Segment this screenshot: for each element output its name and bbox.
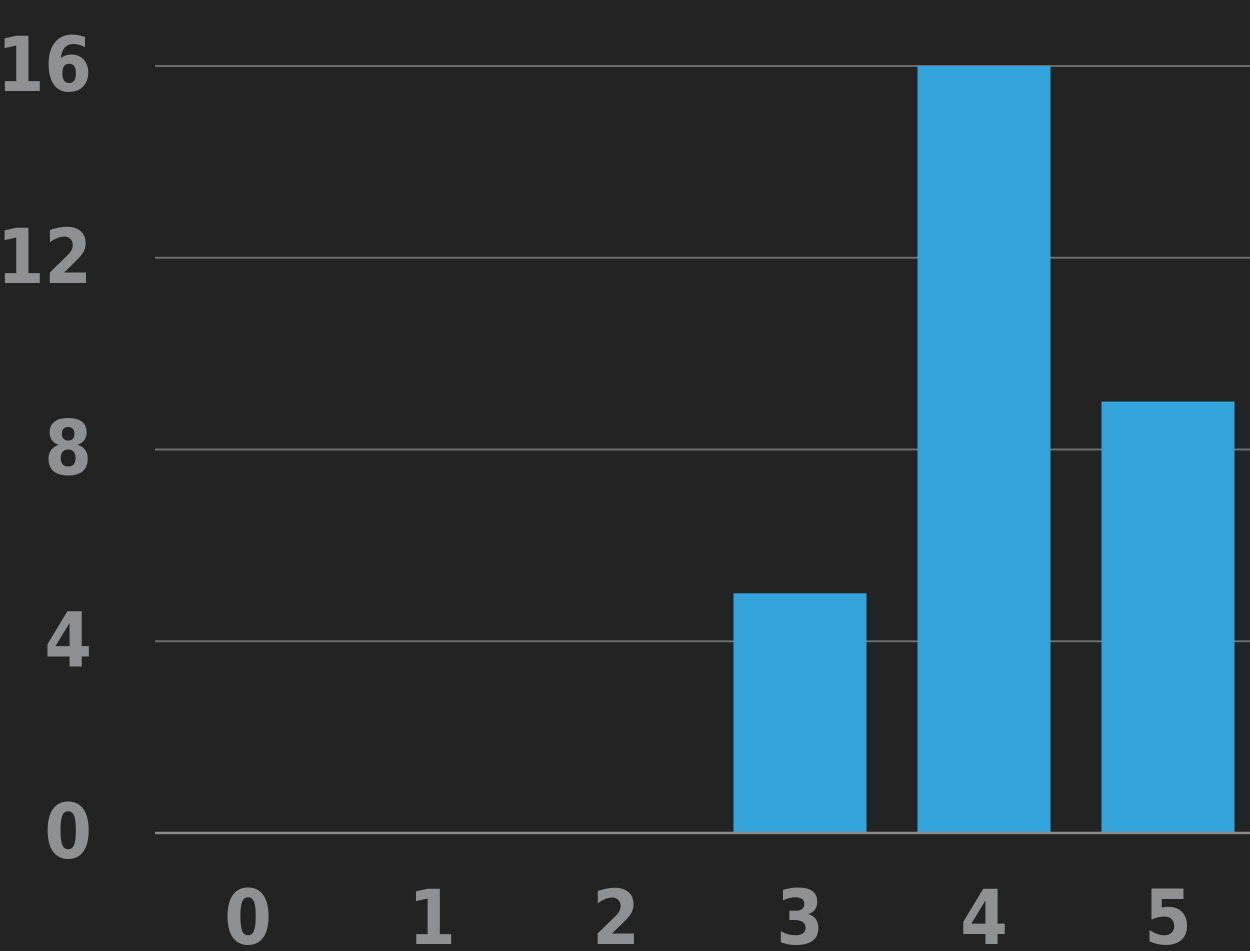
- x-tick-label: 2: [592, 873, 640, 951]
- y-tick-label: 8: [44, 404, 92, 493]
- gridlines: [155, 65, 1250, 643]
- y-tick-label: 12: [0, 212, 92, 301]
- x-tick-label: 5: [1144, 873, 1192, 951]
- x-tick-label: 0: [224, 873, 272, 951]
- bar-5: [1101, 401, 1235, 833]
- y-tick-label: 16: [0, 20, 92, 109]
- x-tick-label: 1: [408, 873, 456, 951]
- bar-4: [917, 66, 1051, 833]
- y-tick-label: 4: [44, 595, 92, 684]
- x-tick-label: 3: [776, 873, 824, 951]
- x-axis-tick-labels: 0 1 2 3 4 5: [224, 873, 1192, 951]
- x-tick-label: 4: [960, 873, 1008, 951]
- bars: [733, 66, 1235, 833]
- y-tick-label: 0: [44, 787, 92, 876]
- bar-3: [733, 593, 867, 833]
- y-axis-tick-labels: 0 4 8 12 16: [0, 20, 92, 876]
